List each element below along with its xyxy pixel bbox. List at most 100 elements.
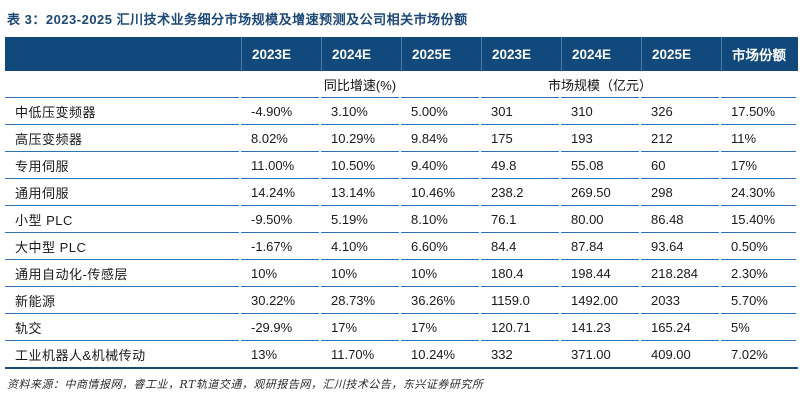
header-year-cell: 2024E [561, 37, 639, 71]
row-value-cell: 17.50% [721, 97, 796, 124]
row-value-cell: 120.71 [481, 313, 559, 340]
row-label: 中低压变频器 [5, 97, 239, 124]
row-label: 小型 PLC [5, 205, 239, 232]
row-value-cell: 8.10% [401, 205, 479, 232]
row-value-cell: 10.24% [401, 340, 479, 367]
table-bottom-border [5, 367, 798, 369]
row-value-cell: 218.284 [641, 259, 719, 286]
subheader-blank-cell [5, 71, 239, 97]
row-value-cell: 49.8 [481, 151, 559, 178]
row-value-cell: 7.02% [721, 340, 796, 367]
row-value-cell: 9.40% [401, 151, 479, 178]
row-value-cell: 17% [721, 151, 796, 178]
row-value-cell: 11.00% [241, 151, 319, 178]
row-value-cell: 175 [481, 124, 559, 151]
row-value-cell: 11.70% [321, 340, 399, 367]
market-forecast-table: 2023E 2024E 2025E 2023E 2024E 2025E 市场份额 同比增速(… [5, 37, 798, 369]
table-row: 中低压变频器 -4.90% 3.10% 5.00% 301 310 326 17.50% [5, 97, 798, 124]
row-value-cell: 87.84 [561, 232, 639, 259]
row-value-cell: 11% [721, 124, 796, 151]
row-value-cell: -4.90% [241, 97, 319, 124]
source-note: 资料来源：中商情报网，睿工业，RT轨道交通，观研报告网，汇川技术公告，东兴证券研… [7, 378, 484, 391]
header-blank-cell [5, 37, 239, 71]
header-share-cell: 市场份额 [721, 37, 796, 71]
row-value-cell: 3.10% [321, 97, 399, 124]
row-value-cell: 212 [641, 124, 719, 151]
row-value-cell: 332 [481, 340, 559, 367]
row-value-cell: 326 [641, 97, 719, 124]
row-value-cell: 4.10% [321, 232, 399, 259]
row-value-cell: 198.44 [561, 259, 639, 286]
row-value-cell: 86.48 [641, 205, 719, 232]
header-year-cell: 2025E [401, 37, 479, 71]
row-label: 通用伺服 [5, 178, 239, 205]
row-value-cell: 310 [561, 97, 639, 124]
row-value-cell: 15.40% [721, 205, 796, 232]
table-body: 中低压变频器 -4.90% 3.10% 5.00% 301 310 326 17.50% 高压变… [5, 97, 798, 367]
row-value-cell: 193 [561, 124, 639, 151]
row-value-cell: 165.24 [641, 313, 719, 340]
row-label: 轨交 [5, 313, 239, 340]
row-label: 通用自动化-传感层 [5, 259, 239, 286]
header-year-cell: 2023E [481, 37, 559, 71]
row-value-cell: 6.60% [401, 232, 479, 259]
row-value-cell: 2.30% [721, 259, 796, 286]
row-value-cell: 10% [401, 259, 479, 286]
row-value-cell: 0.50% [721, 232, 796, 259]
row-value-cell: 180.4 [481, 259, 559, 286]
table-row: 通用自动化-传感层 10% 10% 10% 180.4 198.44 218.284 2.30… [5, 259, 798, 286]
row-label: 高压变频器 [5, 124, 239, 151]
row-value-cell: 13% [241, 340, 319, 367]
table-row: 工业机器人&机械传动 13% 11.70% 10.24% 332 371.00 409.00… [5, 340, 798, 367]
table-row: 新能源 30.22% 28.73% 36.26% 1159.0 1492.00 2033 5.… [5, 286, 798, 313]
table-row: 轨交 -29.9% 17% 17% 120.71 141.23 165.24 5% [5, 313, 798, 340]
table-row: 通用伺服 14.24% 13.14% 10.46% 238.2 269.50 298 24.3… [5, 178, 798, 205]
row-value-cell: 5% [721, 313, 796, 340]
row-value-cell: -29.9% [241, 313, 319, 340]
row-value-cell: 10.46% [401, 178, 479, 205]
group-header-growth: 同比增速(%) [323, 77, 397, 93]
header-year-cell: 2025E [641, 37, 719, 71]
row-value-cell: 10.29% [321, 124, 399, 151]
row-value-cell: 1492.00 [561, 286, 639, 313]
row-value-cell: 60 [641, 151, 719, 178]
group-header-scale: 市场规模（亿元） [547, 77, 652, 93]
row-value-cell: 30.22% [241, 286, 319, 313]
subheader-blank-cell [721, 71, 796, 97]
row-value-cell: 409.00 [641, 340, 719, 367]
table-row: 小型 PLC -9.50% 5.19% 8.10% 76.1 80.00 86.48 15.4… [5, 205, 798, 232]
row-value-cell: 5.00% [401, 97, 479, 124]
table-header-row: 2023E 2024E 2025E 2023E 2024E 2025E 市场份额 [5, 37, 798, 71]
row-value-cell: 10% [321, 259, 399, 286]
row-value-cell: 2033 [641, 286, 719, 313]
row-value-cell: 84.4 [481, 232, 559, 259]
row-value-cell: 9.84% [401, 124, 479, 151]
table-title: 表 3：2023-2025 汇川技术业务细分市场规模及增速预测及公司相关市场份额 [7, 12, 468, 27]
table-row: 大中型 PLC -1.67% 4.10% 6.60% 84.4 87.84 93.64 0.5… [5, 232, 798, 259]
row-value-cell: -9.50% [241, 205, 319, 232]
row-value-cell: 1159.0 [481, 286, 559, 313]
row-value-cell: 93.64 [641, 232, 719, 259]
row-value-cell: 8.02% [241, 124, 319, 151]
row-label: 工业机器人&机械传动 [5, 340, 239, 367]
row-value-cell: 13.14% [321, 178, 399, 205]
row-value-cell: -1.67% [241, 232, 319, 259]
row-value-cell: 371.00 [561, 340, 639, 367]
row-value-cell: 238.2 [481, 178, 559, 205]
row-value-cell: 10.50% [321, 151, 399, 178]
row-value-cell: 55.08 [561, 151, 639, 178]
row-value-cell: 5.19% [321, 205, 399, 232]
header-year-cell: 2023E [241, 37, 319, 71]
row-value-cell: 269.50 [561, 178, 639, 205]
header-year-cell: 2024E [321, 37, 399, 71]
row-label: 新能源 [5, 286, 239, 313]
table-row: 专用伺服 11.00% 10.50% 9.40% 49.8 55.08 60 17% [5, 151, 798, 178]
row-value-cell: 141.23 [561, 313, 639, 340]
row-value-cell: 76.1 [481, 205, 559, 232]
row-value-cell: 298 [641, 178, 719, 205]
row-value-cell: 14.24% [241, 178, 319, 205]
row-value-cell: 301 [481, 97, 559, 124]
row-value-cell: 10% [241, 259, 319, 286]
row-label: 大中型 PLC [5, 232, 239, 259]
